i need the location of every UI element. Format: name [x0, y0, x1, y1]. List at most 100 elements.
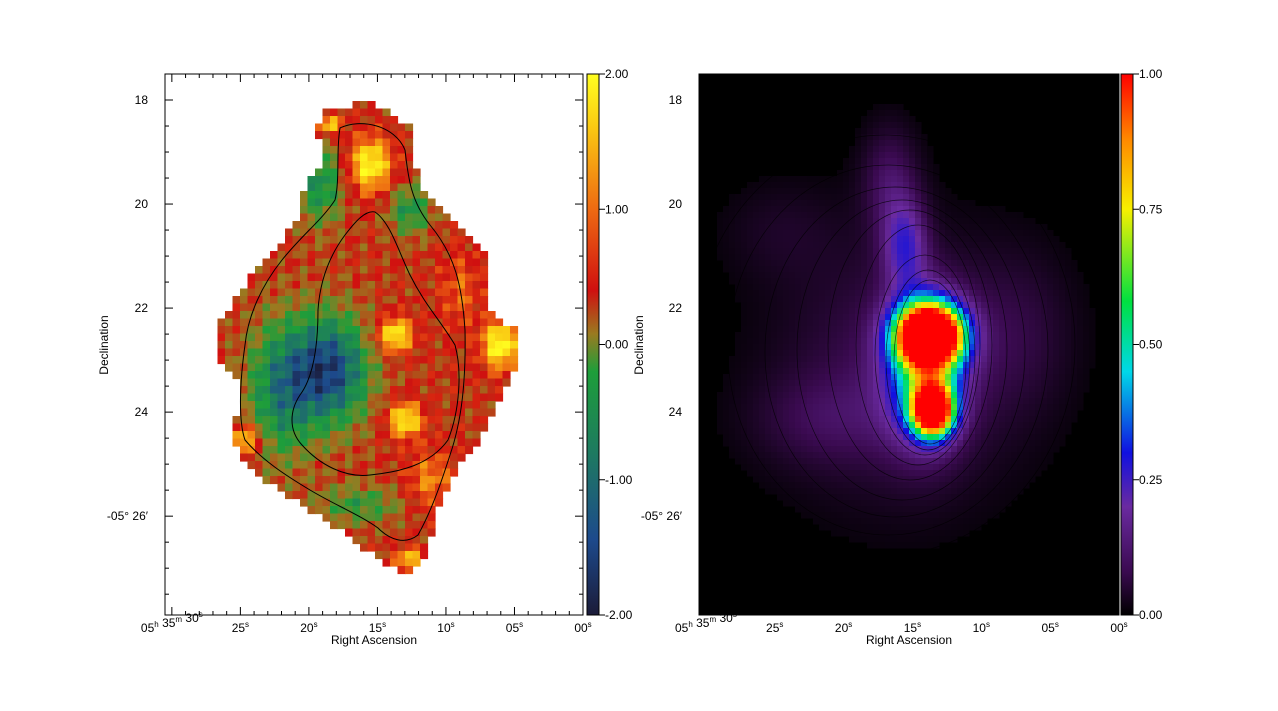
left-heatmap-pixel — [345, 251, 354, 260]
right-heatmap-pixel — [999, 356, 1006, 363]
right-heatmap-pixel — [867, 338, 874, 345]
right-heatmap-pixel — [903, 308, 910, 315]
left-heatmap-pixel — [397, 498, 406, 507]
right-heatmap-pixel — [795, 380, 802, 387]
right-heatmap-pixel — [1053, 278, 1060, 285]
right-heatmap-pixel — [741, 434, 748, 441]
left-heatmap-pixel — [435, 303, 444, 312]
left-heatmap-pixel — [390, 378, 399, 387]
right-heatmap-pixel — [849, 428, 856, 435]
left-heatmap-pixel — [427, 236, 436, 245]
left-heatmap-pixel — [277, 438, 286, 447]
right-heatmap-pixel — [1005, 374, 1012, 381]
right-heatmap-pixel — [993, 434, 1000, 441]
left-heatmap-pixel — [322, 393, 331, 402]
left-heatmap-pixel — [390, 251, 399, 260]
right-heatmap-pixel — [981, 434, 988, 441]
right-heatmap-pixel — [825, 374, 832, 381]
right-heatmap-pixel — [945, 380, 952, 387]
left-heatmap-pixel — [345, 318, 354, 327]
right-heatmap-pixel — [993, 344, 1000, 351]
left-heatmap-pixel — [322, 258, 331, 267]
right-heatmap-pixel — [837, 176, 844, 183]
right-heatmap-pixel — [753, 188, 760, 195]
left-heatmap-pixel — [255, 446, 264, 455]
right-heatmap-pixel — [843, 158, 850, 165]
left-heatmap-pixel — [435, 393, 444, 402]
right-heatmap-pixel — [765, 242, 772, 249]
right-heatmap-pixel — [993, 224, 1000, 231]
right-heatmap-pixel — [921, 272, 928, 279]
right-heatmap-pixel — [909, 188, 916, 195]
left-heatmap-pixel — [315, 333, 324, 342]
right-heatmap-pixel — [813, 320, 820, 327]
right-heatmap-pixel — [963, 254, 970, 261]
left-heatmap-pixel — [427, 476, 436, 485]
left-heatmap-pixel — [337, 326, 346, 335]
right-heatmap-pixel — [759, 440, 766, 447]
right-heatmap-pixel — [747, 350, 754, 357]
right-heatmap-pixel — [741, 368, 748, 375]
right-heatmap-pixel — [867, 482, 874, 489]
right-heatmap-pixel — [1035, 332, 1042, 339]
left-heatmap-pixel — [345, 273, 354, 282]
right-heatmap-pixel — [849, 404, 856, 411]
left-heatmap-pixel — [345, 401, 354, 410]
right-heatmap-pixel — [951, 380, 958, 387]
right-heatmap-pixel — [999, 320, 1006, 327]
left-heatmap-pixel — [345, 303, 354, 312]
right-heatmap-pixel — [1041, 446, 1048, 453]
left-heatmap-pixel — [300, 333, 309, 342]
left-heatmap-pixel — [382, 461, 391, 470]
right-heatmap-pixel — [735, 440, 742, 447]
left-heatmap-pixel — [367, 138, 376, 147]
right-heatmap-pixel — [975, 392, 982, 399]
left-heatmap-pixel — [315, 423, 324, 432]
right-heatmap-pixel — [795, 224, 802, 231]
right-heatmap-pixel — [1035, 392, 1042, 399]
right-heatmap-pixel — [927, 524, 934, 531]
right-heatmap-pixel — [939, 524, 946, 531]
left-heatmap-pixel — [420, 416, 429, 425]
right-heatmap-pixel — [903, 500, 910, 507]
left-heatmap-pixel — [450, 266, 459, 275]
left-heatmap-pixel — [262, 356, 271, 365]
left-heatmap-pixel — [285, 431, 294, 440]
right-heatmap-pixel — [813, 500, 820, 507]
right-heatmap-pixel — [813, 464, 820, 471]
right-heatmap-pixel — [903, 176, 910, 183]
right-heatmap-pixel — [945, 374, 952, 381]
left-colorbar-tick-label: 2.00 — [605, 67, 629, 81]
right-heatmap-pixel — [813, 212, 820, 219]
right-heatmap-pixel — [927, 146, 934, 153]
right-heatmap-pixel — [813, 368, 820, 375]
right-heatmap-pixel — [927, 206, 934, 213]
left-heatmap-pixel — [285, 416, 294, 425]
left-heatmap-pixel — [277, 461, 286, 470]
right-heatmap-pixel — [729, 446, 736, 453]
left-heatmap-pixel — [300, 401, 309, 410]
right-heatmap-pixel — [945, 446, 952, 453]
right-heatmap-pixel — [921, 176, 928, 183]
left-heatmap-pixel — [232, 363, 241, 372]
left-heatmap-pixel — [435, 236, 444, 245]
left-heatmap-pixel — [367, 251, 376, 260]
left-heatmap-pixel — [382, 213, 391, 222]
right-heatmap-pixel — [783, 224, 790, 231]
right-heatmap-pixel — [903, 386, 910, 393]
right-heatmap-pixel — [813, 506, 820, 513]
right-heatmap-pixel — [1089, 314, 1096, 321]
right-heatmap-pixel — [963, 434, 970, 441]
right-heatmap-pixel — [945, 200, 952, 207]
right-heatmap-pixel — [885, 392, 892, 399]
left-heatmap-pixel — [277, 273, 286, 282]
right-heatmap-pixel — [975, 368, 982, 375]
right-heatmap-pixel — [987, 296, 994, 303]
right-heatmap-pixel — [741, 278, 748, 285]
left-heatmap-pixel — [352, 266, 361, 275]
left-heatmap-pixel — [397, 483, 406, 492]
left-heatmap-pixel — [375, 423, 384, 432]
left-heatmap-pixel — [382, 123, 391, 132]
right-heatmap-pixel — [801, 506, 808, 513]
right-heatmap-pixel — [759, 224, 766, 231]
